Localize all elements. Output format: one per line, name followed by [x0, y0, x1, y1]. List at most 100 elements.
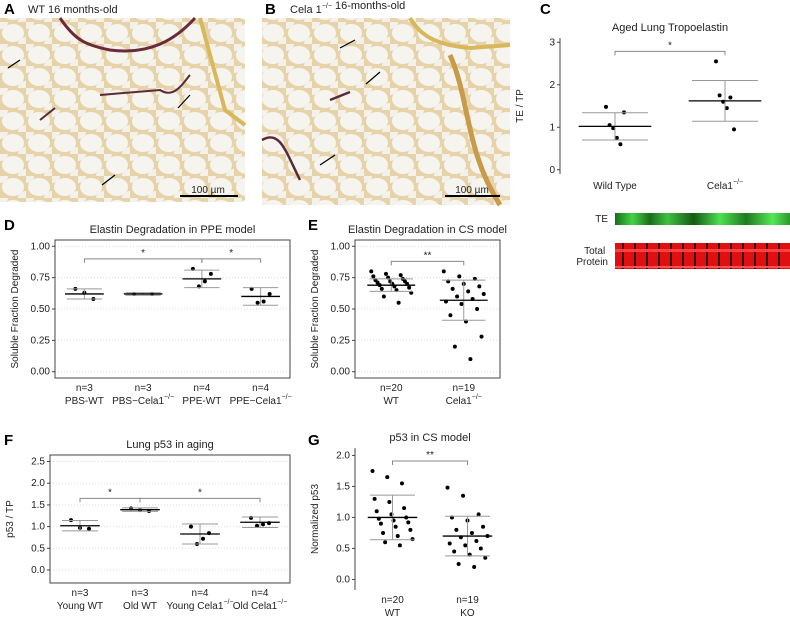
significance-bar — [139, 497, 261, 503]
significance-bar — [201, 258, 262, 263]
y-axis-label: p53 / TP — [5, 500, 16, 538]
data-point — [378, 521, 383, 526]
data-point — [387, 499, 392, 504]
x-tick-label: Wild Type — [593, 181, 637, 192]
data-point — [255, 300, 260, 305]
data-point — [724, 106, 729, 111]
n-label: n=3 — [132, 588, 149, 599]
data-point — [461, 493, 466, 498]
data-point — [466, 289, 471, 294]
data-point — [452, 549, 457, 554]
y-axis-label: TE / TP — [515, 89, 526, 123]
significance-label: * — [198, 487, 202, 498]
data-point — [611, 126, 616, 131]
plot-frame — [49, 454, 291, 584]
data-point — [379, 286, 384, 291]
data-point — [618, 142, 623, 147]
y-tick-label: 2.0 — [31, 478, 45, 489]
plot-frame — [54, 239, 291, 379]
data-point — [381, 530, 386, 535]
x-tick-label: WT — [383, 396, 399, 407]
data-point — [457, 274, 462, 279]
y-tick-label: 0.25 — [31, 335, 51, 346]
blot-label: TE — [595, 214, 608, 225]
data-point — [463, 543, 468, 548]
data-point — [383, 540, 388, 545]
data-point — [398, 273, 403, 278]
y-tick-label: 0.0 — [31, 565, 45, 576]
image-title: WT 16 months-old — [28, 4, 118, 16]
data-point — [395, 534, 400, 539]
data-point — [472, 565, 477, 570]
x-tick-label: PBS−Cela1−/− — [112, 394, 174, 407]
y-tick-label: 1 — [549, 122, 555, 133]
x-tick-label: PPE-WT — [182, 396, 221, 407]
y-tick-label: 0.5 — [31, 543, 45, 554]
data-point — [370, 468, 375, 473]
chart-title: Aged Lung Tropoelastin — [612, 22, 728, 34]
data-point — [714, 59, 718, 64]
data-point — [728, 95, 733, 100]
n-label: n=3 — [76, 383, 93, 394]
data-point — [410, 537, 415, 542]
n-label: n=3 — [72, 588, 89, 599]
y-tick-label: 2.0 — [336, 450, 350, 461]
y-tick-label: 1.0 — [336, 512, 350, 523]
y-tick-label: 0.75 — [31, 272, 51, 283]
n-label: n=20 — [380, 383, 403, 394]
significance-bar — [79, 497, 141, 503]
scale-bar-label: 100 µm — [191, 185, 225, 196]
x-tick-label: Old Cela1−/− — [233, 599, 288, 612]
data-point — [614, 135, 619, 140]
data-point — [483, 555, 488, 560]
data-point — [447, 541, 452, 546]
y-tick-label: 0.5 — [336, 543, 350, 554]
y-tick-label: 0.00 — [331, 366, 351, 377]
data-point — [402, 506, 407, 511]
x-tick-label: Young Cela1−/− — [166, 599, 233, 612]
data-point — [717, 93, 722, 98]
chart-title: p53 in CS model — [389, 432, 470, 444]
y-tick-label: 0.0 — [336, 574, 350, 585]
n-label: n=4 — [252, 588, 269, 599]
data-point — [448, 313, 453, 318]
data-point — [475, 307, 480, 311]
y-tick-label: 0 — [549, 164, 555, 175]
data-point — [477, 284, 482, 289]
n-label: n=3 — [135, 383, 152, 394]
data-point — [393, 524, 398, 529]
data-point — [372, 496, 377, 501]
y-tick-label: 1.5 — [336, 481, 350, 492]
data-point — [202, 279, 207, 284]
data-point — [267, 291, 272, 296]
y-tick-label: 0.00 — [31, 366, 51, 377]
data-point — [189, 524, 193, 529]
data-point — [459, 301, 464, 306]
plot-frame — [354, 239, 501, 379]
n-label: n=4 — [252, 383, 269, 394]
data-point — [732, 127, 736, 132]
y-tick-label: 1.00 — [31, 241, 51, 252]
x-tick-label: Cela1−/− — [446, 394, 482, 407]
x-tick-label: Young WT — [57, 601, 103, 612]
panel-letter: E — [308, 217, 318, 234]
data-point — [476, 512, 481, 517]
panel-letter: F — [4, 432, 13, 449]
significance-bar — [390, 260, 465, 266]
significance-label: * — [141, 247, 145, 258]
y-axis-label: Soluble Fraction Degraded — [10, 250, 21, 369]
significance-label: * — [668, 40, 672, 51]
data-point — [468, 357, 473, 362]
micrograph-b — [261, 16, 511, 207]
panel-letter: A — [4, 1, 15, 18]
n-label: n=19 — [452, 383, 475, 394]
y-axis-label: Normalized p53 — [310, 484, 321, 554]
image-title: Cela 1−/− 16-months-old — [290, 0, 405, 16]
y-tick-label: 3 — [549, 37, 555, 48]
y-tick-label: 1.0 — [31, 521, 45, 532]
x-tick-label: PPE−Cela1−/− — [230, 394, 292, 407]
y-tick-label: 0.50 — [31, 304, 51, 315]
n-label: n=4 — [192, 588, 209, 599]
micrograph-a — [0, 16, 247, 202]
